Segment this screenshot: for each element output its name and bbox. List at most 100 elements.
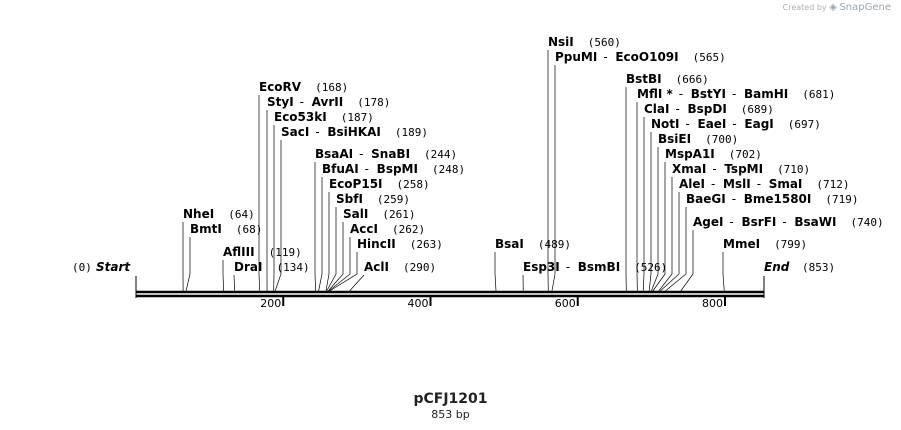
- axis-tick-label: 800: [702, 297, 723, 310]
- enzyme-name: NheI: [183, 207, 214, 221]
- site-leader-line: [494, 252, 497, 292]
- enzyme-separator: -: [315, 125, 319, 139]
- enzyme-name: Bme1580I: [744, 192, 812, 206]
- end-label: End: [764, 260, 790, 274]
- site-position: (697): [788, 118, 821, 131]
- enzyme-name: EaeI: [698, 117, 727, 131]
- enzyme-name: BstYI: [691, 87, 726, 101]
- enzyme-separator: -: [732, 87, 736, 101]
- enzyme-name: MmeI: [723, 237, 760, 251]
- enzyme-separator: -: [732, 192, 736, 206]
- enzyme-name: DraI: [234, 260, 262, 274]
- site-position: (526): [634, 261, 667, 274]
- site-position: (258): [397, 178, 430, 191]
- site-leader-line: [233, 274, 236, 292]
- site-position: (64): [228, 208, 255, 221]
- enzyme-name: AleI: [679, 177, 705, 191]
- site-leader-line: [680, 230, 694, 292]
- plasmid-length: 853 bp: [431, 408, 470, 421]
- site-position: (666): [676, 73, 709, 86]
- site-leader-line: [651, 147, 659, 292]
- enzyme-separator: -: [686, 117, 690, 131]
- site-position: (119): [269, 246, 302, 259]
- enzyme-separator: -: [757, 177, 761, 191]
- start-position: (0): [72, 261, 92, 274]
- start-label: Start: [96, 260, 131, 274]
- enzyme-name: NsiI: [548, 35, 574, 49]
- site-leader-line: [658, 177, 673, 292]
- enzyme-name: EcoP15I: [329, 177, 383, 191]
- enzyme-name: BmtI: [190, 222, 222, 236]
- site-leader-line: [274, 140, 282, 292]
- enzyme-name: BsaI: [495, 237, 524, 251]
- enzyme-name: AgeI: [693, 215, 723, 229]
- site-leader-line: [722, 252, 725, 292]
- site-leader-line: [222, 260, 224, 292]
- enzyme-separator: -: [675, 102, 679, 116]
- site-leader-line: [326, 207, 337, 292]
- enzyme-name: AvrII: [312, 95, 344, 109]
- site-position: (681): [802, 88, 835, 101]
- site-position: (560): [588, 36, 621, 49]
- plasmid-name: pCFJ1201: [413, 391, 488, 407]
- site-leader-line: [185, 237, 191, 292]
- enzyme-name: BsrFI: [741, 215, 776, 229]
- enzyme-name: EcoO109I: [615, 50, 678, 64]
- enzyme-separator: -: [782, 215, 786, 229]
- enzyme-name: BsaWI: [794, 215, 836, 229]
- enzyme-name: SmaI: [769, 177, 803, 191]
- enzyme-name: Eco53kI: [274, 110, 327, 124]
- enzyme-name: BspMI: [377, 162, 418, 176]
- enzyme-name: MflI *: [637, 87, 673, 101]
- site-leader-line: [642, 117, 645, 292]
- site-leader-line: [329, 252, 358, 292]
- enzyme-name: BstBI: [626, 72, 662, 86]
- site-leader-line: [328, 237, 351, 292]
- axis-tick-label: 400: [407, 297, 428, 310]
- site-position: (189): [395, 126, 428, 139]
- site-position: (712): [816, 178, 849, 191]
- site-position: (248): [432, 163, 465, 176]
- enzyme-name: HincII: [357, 237, 396, 251]
- enzyme-separator: -: [300, 95, 304, 109]
- site-position: (168): [315, 81, 348, 94]
- site-position: (489): [538, 238, 571, 251]
- enzyme-name: SbfI: [336, 192, 363, 206]
- site-leader-line: [327, 222, 344, 292]
- enzyme-separator: -: [711, 177, 715, 191]
- enzyme-separator: -: [365, 162, 369, 176]
- enzyme-name: StyI: [267, 95, 294, 109]
- enzyme-name: XmaI: [672, 162, 706, 176]
- enzyme-separator: -: [359, 147, 363, 161]
- watermark-prefix: Created by: [782, 3, 827, 12]
- site-position: (187): [341, 111, 374, 124]
- axis-tick-label: 200: [260, 297, 281, 310]
- enzyme-name: MslI: [723, 177, 751, 191]
- site-leader-line: [551, 65, 556, 292]
- enzyme-separator: -: [732, 117, 736, 131]
- watermark-brand: SnapGene: [839, 2, 891, 13]
- site-position: (259): [377, 193, 410, 206]
- enzyme-name: BsiHKAI: [327, 125, 381, 139]
- site-leader-line: [349, 274, 365, 292]
- site-position: (689): [741, 103, 774, 116]
- enzyme-name: BspDI: [687, 102, 726, 116]
- site-position: (244): [424, 148, 457, 161]
- site-position: (68): [236, 223, 263, 236]
- enzyme-separator: -: [712, 162, 716, 176]
- snapgene-watermark: Created by ◈ SnapGene: [783, 2, 891, 13]
- site-position: (799): [774, 238, 807, 251]
- end-position: (853): [802, 261, 835, 274]
- site-position: (263): [410, 238, 443, 251]
- enzyme-name: EcoRV: [259, 80, 302, 94]
- enzyme-separator: -: [603, 50, 607, 64]
- enzyme-separator: -: [566, 260, 570, 274]
- site-leader-line: [665, 207, 687, 292]
- enzyme-name: BsaAI: [315, 147, 353, 161]
- enzyme-name: AccI: [350, 222, 378, 236]
- site-leader-line: [258, 95, 261, 292]
- enzyme-name: AclI: [364, 260, 389, 274]
- site-leader-line: [314, 162, 316, 292]
- enzyme-name: SnaBI: [371, 147, 410, 161]
